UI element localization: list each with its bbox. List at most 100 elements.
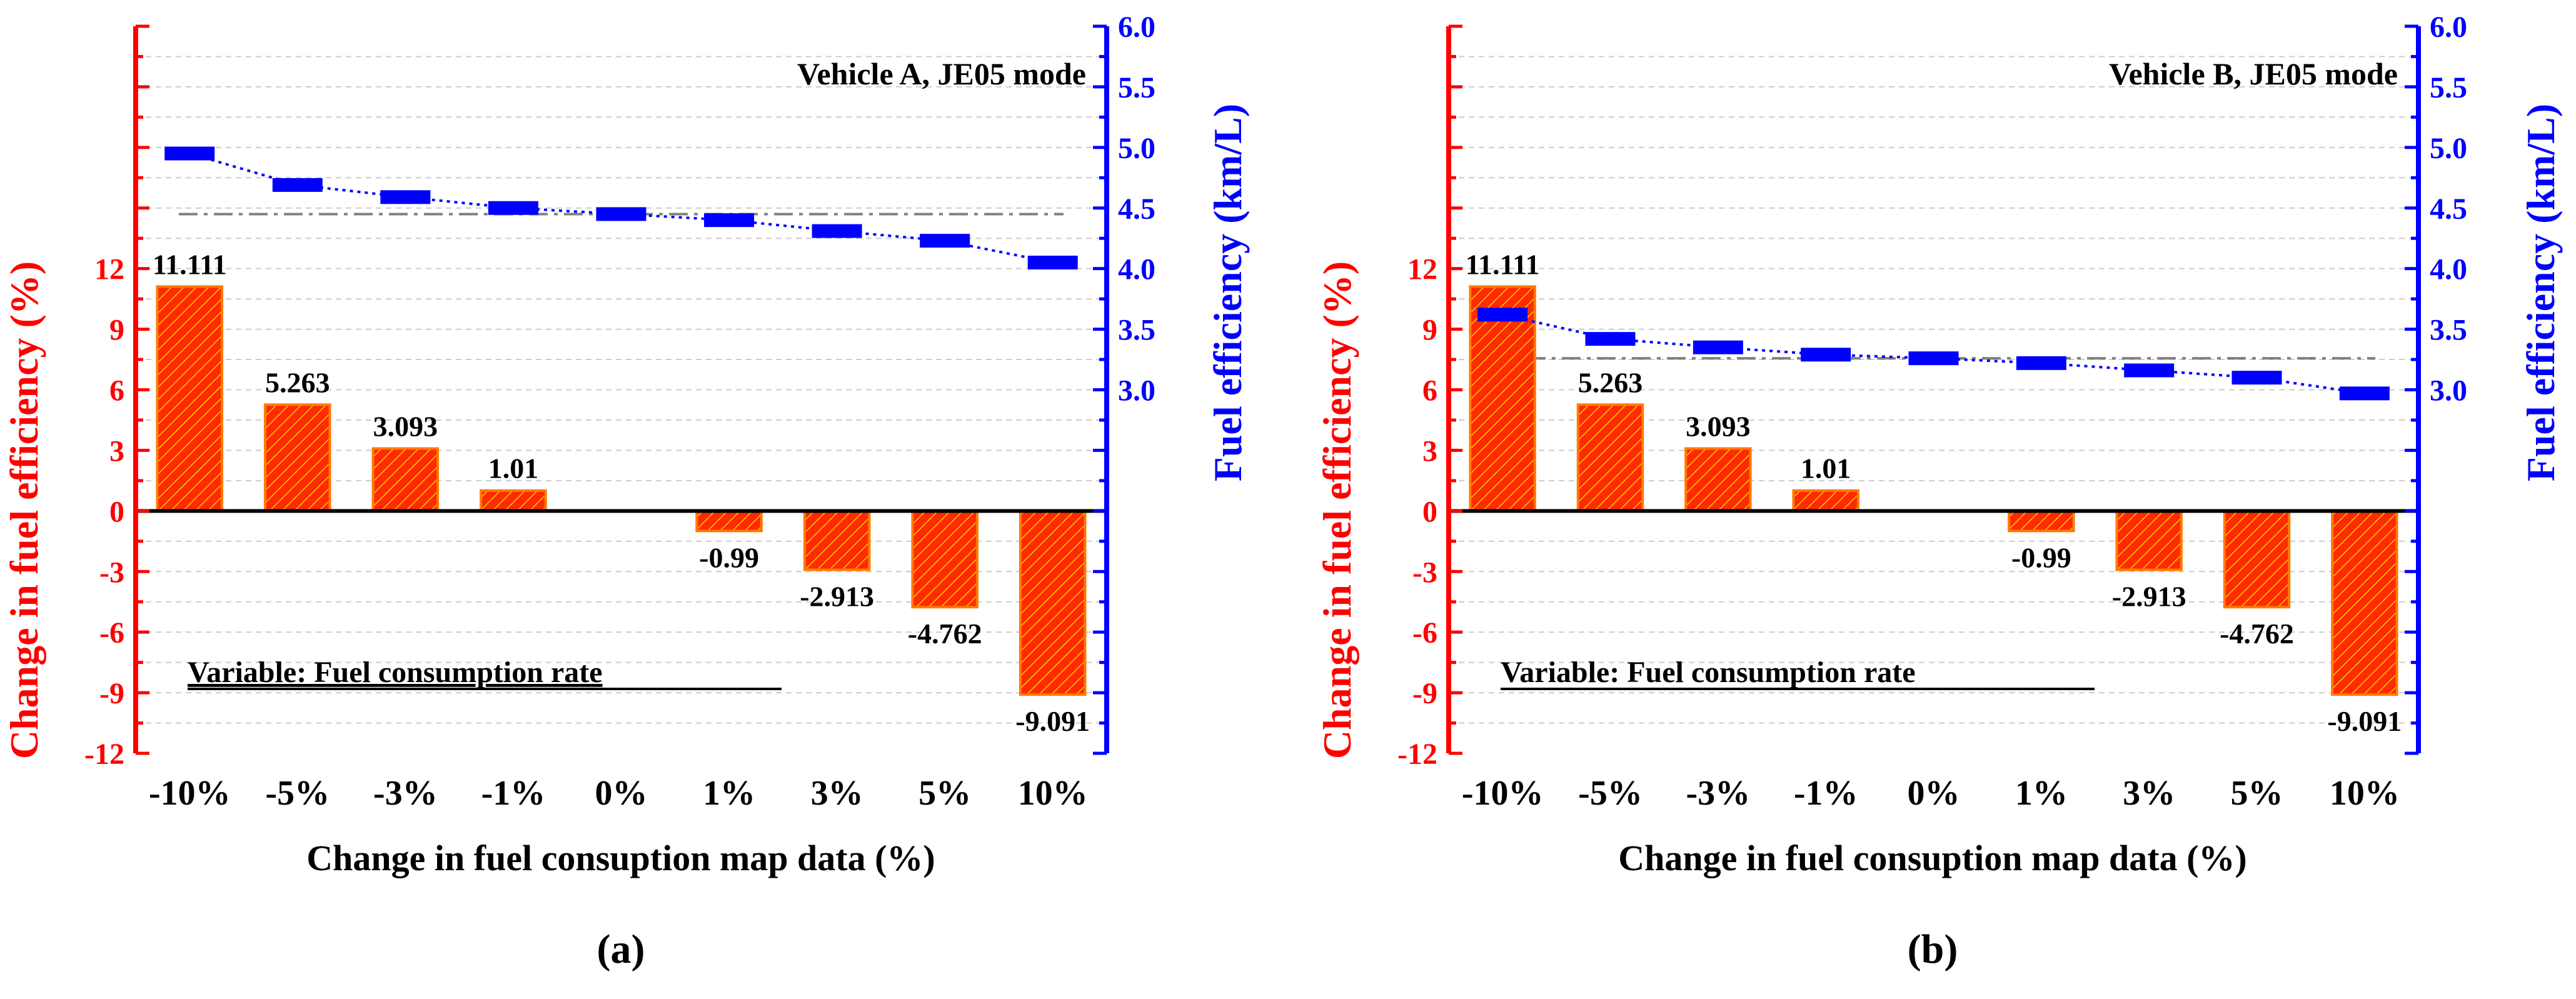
series-marker xyxy=(812,224,862,238)
left-axis-tick-label: 3 xyxy=(109,434,124,468)
x-axis-tick-label: 3% xyxy=(811,774,863,813)
x-axis-tick-label: -3% xyxy=(1686,774,1751,813)
x-axis-tick-label: 1% xyxy=(703,774,755,813)
bar-value-label: -9.091 xyxy=(1015,705,1090,737)
series-marker xyxy=(920,234,970,248)
chart-title-a: Vehicle A, JE05 mode xyxy=(797,56,1086,91)
left-axis-tick-label: 12 xyxy=(94,253,124,286)
x-axis-tick-label: -5% xyxy=(1578,774,1643,813)
x-axis-tick-labels-a: -10% -5% -3% -1% 0% 1% 3% 5% 10% xyxy=(149,774,1088,813)
left-axis-tick-label: -3 xyxy=(99,556,124,589)
bar xyxy=(2115,510,2183,571)
right-axis-tick-label: 5.5 xyxy=(2430,71,2467,104)
bar-value-label: 5.263 xyxy=(1578,366,1643,398)
bar xyxy=(2008,510,2075,533)
left-axis-tick-label: -12 xyxy=(1397,738,1437,771)
bar-value-label: 1.01 xyxy=(488,453,539,484)
right-axis-tick-label: 3.5 xyxy=(1118,314,1155,347)
bar-value-label: 11.111 xyxy=(1466,248,1540,280)
left-axis-tick-label: -12 xyxy=(84,738,124,771)
x-axis-tick-label: -10% xyxy=(149,774,231,813)
series-marker xyxy=(1693,340,1743,354)
left-axis-label-a: Change in fuel efficiency (%) xyxy=(2,261,46,759)
x-axis-tick-label: -1% xyxy=(1794,774,1858,813)
annotation-a: Variable: Fuel consumption rate xyxy=(188,656,603,689)
bar xyxy=(371,447,440,513)
bar xyxy=(695,510,763,533)
bar-value-label: 11.111 xyxy=(153,248,227,280)
bar-value-label: -2.913 xyxy=(800,580,874,612)
series-marker xyxy=(1027,255,1078,269)
bar xyxy=(803,510,871,571)
left-axis-tick-label: 0 xyxy=(1422,495,1437,528)
left-axis-tick-label: -9 xyxy=(1412,677,1437,710)
x-axis-tick-label: 0% xyxy=(595,774,648,813)
annotation-b: Variable: Fuel consumption rate xyxy=(1501,656,1916,689)
series-marker xyxy=(596,207,647,221)
bar xyxy=(1576,403,1644,513)
left-axis-tick-label: 6 xyxy=(1422,374,1437,408)
left-axis-tick-label: -6 xyxy=(99,616,124,650)
x-axis-tick-label: -5% xyxy=(266,774,330,813)
series-marker xyxy=(1585,332,1636,346)
right-axis-tick-label: 6.0 xyxy=(2430,11,2467,44)
x-axis-tick-label: 1% xyxy=(2015,774,2068,813)
bar-value-label: 1.01 xyxy=(1801,453,1851,484)
series-marker xyxy=(704,213,755,228)
bar-value-label: 5.263 xyxy=(265,366,330,398)
bar-value-label: -4.762 xyxy=(2220,618,2294,650)
right-axis-tick-label: 4.5 xyxy=(1118,193,1155,226)
chart-panel-b: 11.1115.2633.0931.01-0.99-2.913-4.762-9.… xyxy=(1315,11,2563,972)
left-axis-tick-label: 3 xyxy=(1422,434,1437,468)
panel-label-a: (a) xyxy=(597,926,645,972)
right-axis-label-a: Fuel efficiency (km/L) xyxy=(1205,104,1250,481)
chart-title-b: Vehicle B, JE05 mode xyxy=(2109,56,2398,91)
series-marker xyxy=(1801,348,1851,362)
panel-label-b: (b) xyxy=(1908,926,1958,972)
left-axis-tick-label: -3 xyxy=(1412,556,1437,589)
series-marker xyxy=(2231,371,2282,385)
series-marker xyxy=(2124,363,2175,378)
x-axis-tick-label: -1% xyxy=(481,774,546,813)
x-axis-tick-labels-b: -10% -5% -3% -1% 0% 1% 3% 5% 10% xyxy=(1462,774,2400,813)
series-markers-b xyxy=(1477,308,2390,401)
series-marker xyxy=(2339,386,2390,401)
bar xyxy=(1684,447,1752,513)
left-axis-ticks-b: 12 9 6 3 0 -3 -6 -9 -12 xyxy=(1397,24,1462,771)
bar xyxy=(156,285,224,513)
left-axis-tick-label: 12 xyxy=(1407,253,1437,286)
right-axis-tick-label: 4.0 xyxy=(1118,253,1155,286)
bar xyxy=(480,489,547,513)
x-axis-tick-label: 5% xyxy=(2231,774,2283,813)
x-axis-tick-label: -10% xyxy=(1462,774,1544,813)
right-axis-tick-label: 6.0 xyxy=(1118,11,1155,44)
bar xyxy=(264,403,331,513)
bar-value-label: -4.762 xyxy=(908,618,982,650)
series-marker xyxy=(1477,308,1528,322)
right-axis-tick-label: 4.0 xyxy=(2430,253,2467,286)
bar xyxy=(911,510,979,609)
bar-value-label: -9.091 xyxy=(2327,705,2402,737)
series-marker xyxy=(488,201,538,215)
bar xyxy=(1019,510,1087,696)
right-axis-tick-label: 3.0 xyxy=(1118,374,1155,408)
bars-b xyxy=(1469,285,2398,696)
x-axis-label-a: Change in fuel consuption map data (%) xyxy=(306,838,935,878)
right-axis-tick-label: 3.0 xyxy=(2430,374,2467,408)
bar-value-label: -2.913 xyxy=(2112,580,2186,612)
x-axis-tick-label: 0% xyxy=(1908,774,1960,813)
x-axis-tick-label: 10% xyxy=(2330,774,2400,813)
bar xyxy=(2223,510,2291,609)
left-axis-tick-label: 0 xyxy=(109,495,124,528)
series-marker xyxy=(2016,356,2066,370)
series-marker xyxy=(380,190,431,204)
right-axis-tick-label: 5.0 xyxy=(1118,132,1155,165)
series-line-b xyxy=(1502,313,2365,395)
bar-value-label: 3.093 xyxy=(373,410,438,442)
x-axis-tick-label: -3% xyxy=(373,774,438,813)
x-axis-tick-label: 5% xyxy=(918,774,971,813)
bar xyxy=(1792,489,1859,513)
series-markers-a xyxy=(164,146,1078,269)
